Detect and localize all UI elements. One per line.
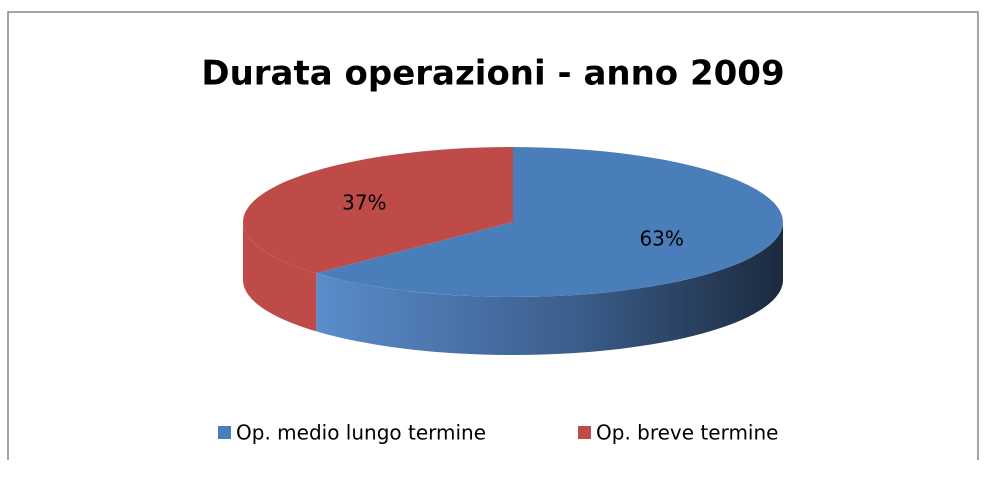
legend-swatch [218, 426, 231, 439]
slice-side [316, 222, 783, 355]
legend-swatch [578, 426, 591, 439]
chart-frame [7, 11, 979, 460]
legend-label: Op. breve termine [596, 421, 778, 445]
legend-label: Op. medio lungo termine [236, 421, 486, 445]
chart-title: Durata operazioni - anno 2009 [201, 54, 784, 94]
slice [243, 147, 513, 274]
slice-side [243, 222, 317, 332]
data-label: 37% [342, 191, 386, 215]
slice [316, 147, 783, 297]
data-label: 63% [639, 226, 683, 250]
